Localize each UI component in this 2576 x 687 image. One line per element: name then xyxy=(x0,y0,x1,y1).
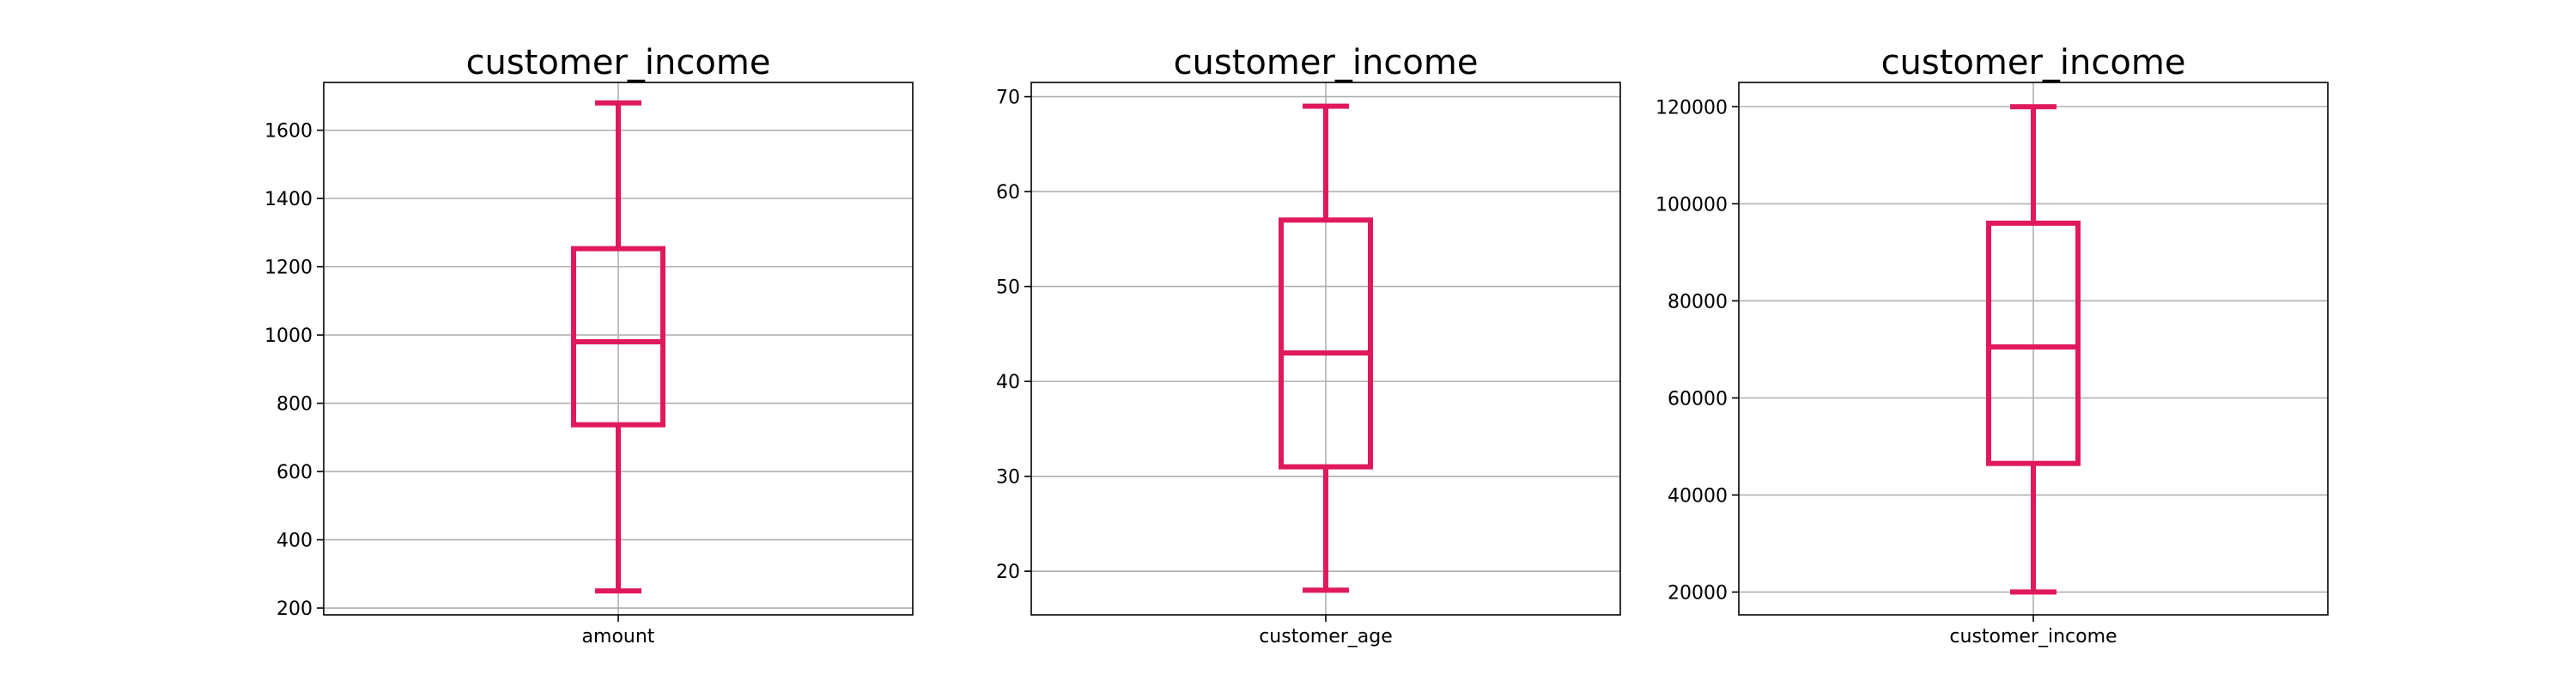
y-tick-label: 20 xyxy=(996,562,1020,583)
y-tick-label: 800 xyxy=(276,394,313,416)
axes-frame xyxy=(1738,82,2329,616)
y-tick-label: 600 xyxy=(276,462,313,483)
y-tick-label: 80000 xyxy=(1668,291,1728,313)
y-tick-label: 20000 xyxy=(1668,582,1728,604)
chart-title: customer_income xyxy=(1881,43,2186,82)
y-tick-label: 200 xyxy=(276,599,313,620)
y-tick-label: 1000 xyxy=(264,325,313,347)
y-tick-label: 1400 xyxy=(264,189,313,210)
axes-frame xyxy=(1030,82,1621,616)
iqr-box xyxy=(571,246,665,428)
box-plot xyxy=(571,100,665,594)
iqr-box xyxy=(1986,220,2081,466)
x-tick-label: amount xyxy=(582,626,655,647)
y-tick-label: 1600 xyxy=(264,121,313,143)
box-plot xyxy=(1279,103,1373,593)
y-tick-label: 70 xyxy=(996,88,1020,109)
x-tick-label: customer_income xyxy=(1949,626,2117,647)
y-tick-label: 40 xyxy=(996,372,1020,393)
axes-frame xyxy=(323,82,914,616)
iqr-box xyxy=(1279,217,1373,470)
y-tick-label: 30 xyxy=(996,467,1020,489)
x-tick-label: customer_age xyxy=(1259,626,1393,647)
y-tick-label: 60 xyxy=(996,182,1020,204)
chart-title: customer_income xyxy=(1174,43,1479,82)
chart-panel-2: 20 30 40 50 60 70 customer_age customer_income xyxy=(996,43,1621,647)
y-tick-label: 1200 xyxy=(264,258,313,279)
y-tick-label: 100000 xyxy=(1656,194,1728,216)
chart-title: customer_income xyxy=(466,43,771,82)
y-tick-label: 50 xyxy=(996,277,1020,299)
chart-panel-3: 20000 40000 60000 80000 100000 120000 customer… xyxy=(1656,43,2329,647)
chart-panel-1: 200 400 600 800 1000 1200 1400 1600 amount custom… xyxy=(264,43,914,647)
y-tick-label: 120000 xyxy=(1656,97,1728,119)
y-tick-label: 400 xyxy=(276,531,313,552)
box-plot xyxy=(1986,104,2081,595)
y-tick-label: 60000 xyxy=(1668,388,1728,410)
y-tick-label: 40000 xyxy=(1668,485,1728,507)
